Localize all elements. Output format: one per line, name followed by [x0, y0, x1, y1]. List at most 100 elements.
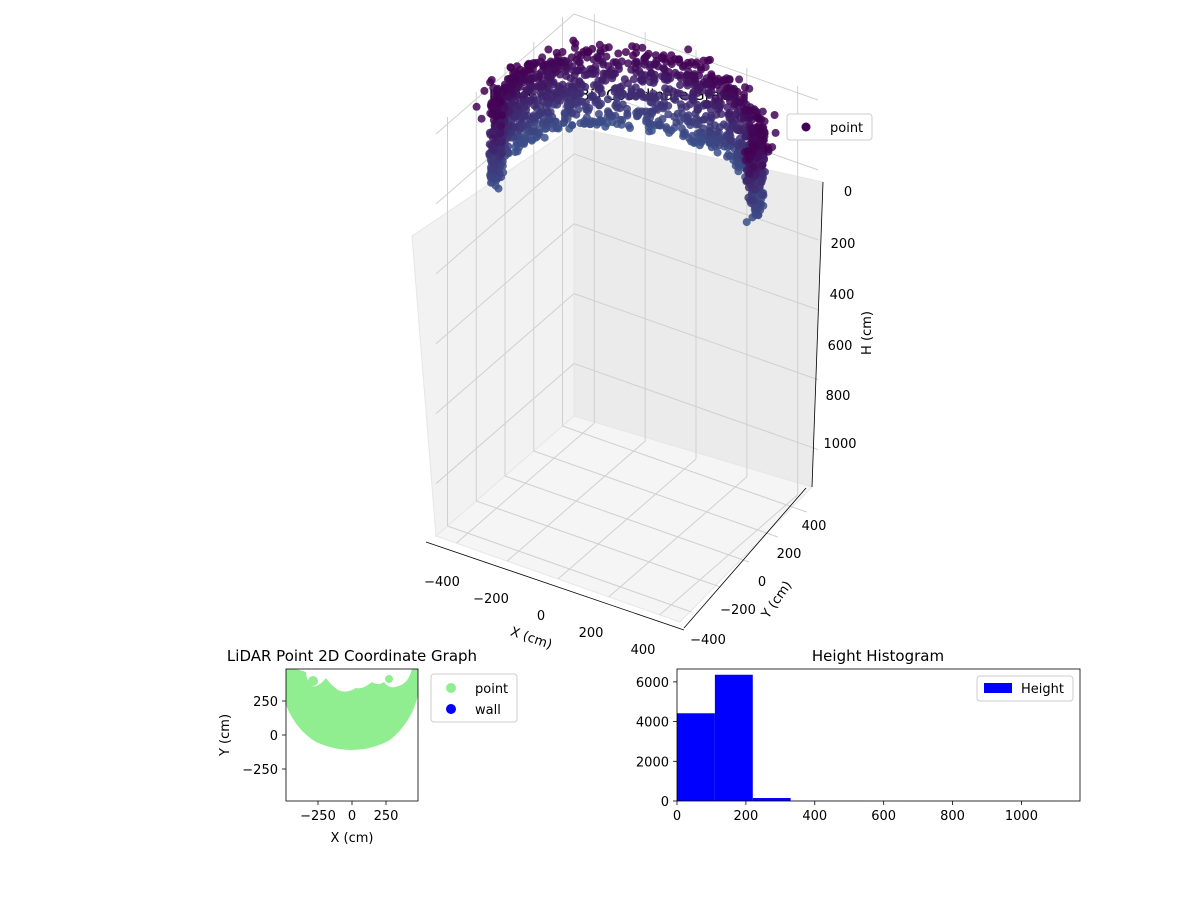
data-point — [749, 147, 758, 155]
grid-line — [573, 223, 819, 311]
data-point — [630, 58, 639, 67]
data-point — [694, 105, 703, 114]
data-point — [733, 87, 742, 96]
data-point — [494, 184, 503, 193]
data-point — [758, 107, 767, 116]
grid-line — [435, 293, 575, 415]
data-point — [486, 78, 495, 87]
data-point — [589, 91, 598, 100]
x-tick-label: 400 — [631, 643, 656, 658]
x-tick-label: 600 — [871, 809, 896, 824]
y-axis-3d-line — [683, 487, 807, 629]
data-point — [751, 185, 760, 194]
histogram-bar — [677, 713, 715, 801]
data-point — [727, 115, 736, 124]
data-point — [568, 91, 577, 100]
data-point — [751, 208, 760, 217]
histogram: Height Histogram 0 200 400 600 800 1000 0 2000… — [636, 647, 1081, 824]
data-point — [570, 43, 579, 52]
data-point — [623, 111, 632, 120]
y-axis-2d-label: Y (cm) — [218, 714, 233, 757]
data-point — [627, 65, 636, 74]
y-tick-label: 0 — [270, 729, 278, 744]
z-tick-label: 200 — [831, 237, 856, 252]
grid-line — [659, 494, 798, 616]
data-point — [713, 81, 722, 89]
x-tick-label: 0 — [348, 809, 356, 824]
data-point — [764, 147, 773, 156]
data-point — [497, 121, 506, 130]
data-point — [660, 98, 669, 107]
legend-hist: Height — [976, 675, 1074, 702]
data-point — [667, 60, 676, 69]
data-point — [519, 69, 528, 78]
data-point — [725, 75, 734, 84]
x-axis-2d — [317, 801, 387, 805]
data-point — [735, 98, 744, 107]
grid-line — [435, 363, 575, 484]
data-point — [758, 133, 767, 142]
z-axis-3d-label: H (cm) — [860, 311, 875, 355]
data-point — [725, 108, 734, 117]
data-point — [490, 146, 499, 155]
grid-line — [573, 293, 819, 381]
z-tick-label: 600 — [828, 339, 853, 354]
data-point — [746, 106, 755, 115]
data-point — [525, 97, 534, 106]
data-point — [647, 126, 656, 135]
data-point — [699, 124, 708, 133]
histogram-bars — [677, 674, 1056, 801]
y-tick-label: 200 — [777, 547, 802, 562]
data-point — [641, 107, 650, 116]
data-point — [735, 161, 744, 169]
data-point — [621, 48, 630, 57]
legend-hist-label: Height — [1021, 682, 1064, 697]
point-cluster-2d — [357, 670, 363, 676]
data-point — [510, 68, 519, 77]
data-point — [594, 110, 603, 118]
x-tick-label: 400 — [802, 809, 827, 824]
data-point — [638, 43, 647, 52]
data-point — [496, 129, 505, 138]
data-point — [658, 53, 666, 62]
data-point — [690, 137, 699, 146]
data-point — [704, 56, 713, 65]
data-point — [647, 69, 656, 77]
data-point — [527, 74, 536, 83]
data-point — [544, 108, 553, 117]
data-point — [489, 134, 497, 142]
grid-line — [573, 363, 819, 451]
histogram-title: Height Histogram — [812, 647, 944, 665]
data-point — [757, 191, 766, 200]
chart-2d: LiDAR Point 2D Coordinate Graph −250 0 2… — [218, 647, 518, 846]
legend-hist-box — [976, 675, 1074, 702]
data-point — [675, 55, 684, 64]
data-point — [567, 53, 576, 62]
data-point — [672, 118, 681, 127]
data-point — [542, 98, 551, 107]
grid-line — [562, 425, 807, 513]
data-point — [576, 89, 585, 98]
data-point — [667, 126, 676, 135]
grid-line — [435, 13, 575, 135]
data-point — [660, 92, 668, 101]
data-point — [707, 72, 716, 81]
data-point — [682, 102, 691, 111]
legend-hist-swatch — [984, 683, 1012, 693]
data-point — [678, 62, 687, 71]
data-point — [744, 193, 753, 202]
data-point — [673, 109, 682, 118]
data-point — [732, 125, 741, 134]
y-tick-label: 250 — [253, 695, 278, 710]
data-point — [723, 84, 732, 93]
data-point — [676, 81, 685, 90]
data-point — [635, 89, 644, 98]
data-point — [542, 117, 551, 126]
data-point — [628, 42, 637, 51]
data-point — [576, 119, 585, 128]
x-tick-label: −400 — [424, 575, 460, 590]
data-point — [745, 169, 754, 178]
data-point — [497, 149, 506, 158]
data-point — [629, 75, 638, 84]
legend-3d-marker — [801, 122, 811, 132]
